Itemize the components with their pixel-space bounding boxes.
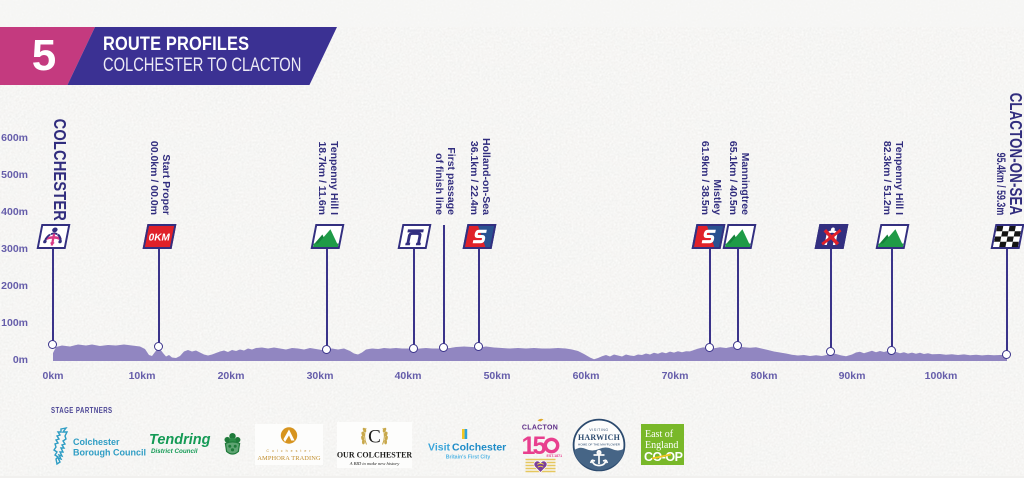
svg-text:HARWICH: HARWICH bbox=[578, 433, 621, 442]
svg-text:East of: East of bbox=[645, 429, 674, 440]
svg-text:HOME OF THE MAYFLOWER: HOME OF THE MAYFLOWER bbox=[578, 443, 621, 447]
svg-text:Britain's First City: Britain's First City bbox=[446, 455, 491, 461]
svg-text:C: C bbox=[368, 427, 381, 448]
svg-text:VISITING: VISITING bbox=[589, 428, 608, 432]
svg-text:AMPHORA TRADING: AMPHORA TRADING bbox=[257, 455, 321, 462]
svg-text:A BID to make new history: A BID to make new history bbox=[349, 461, 401, 466]
svg-text:Colchester: Colchester bbox=[452, 442, 506, 454]
svg-text:5: 5 bbox=[533, 432, 547, 460]
svg-text:Borough Council: Borough Council bbox=[73, 448, 146, 458]
svg-text:OUR COLCHESTER: OUR COLCHESTER bbox=[337, 451, 412, 460]
svg-text:District Council: District Council bbox=[151, 448, 198, 455]
svg-text:Tendring: Tendring bbox=[149, 432, 211, 448]
svg-text:EST.1871: EST.1871 bbox=[547, 454, 563, 458]
svg-text:CLACTON: CLACTON bbox=[522, 425, 558, 432]
svg-text:England: England bbox=[645, 440, 678, 451]
svg-text:Colchester: Colchester bbox=[73, 437, 120, 447]
svg-text:1: 1 bbox=[522, 432, 536, 460]
svg-text:0KM: 0KM bbox=[147, 232, 170, 243]
svg-text:C o l c h e s t e r: C o l c h e s t e r bbox=[266, 449, 311, 453]
svg-text:CO-OP: CO-OP bbox=[644, 450, 683, 464]
svg-text:Visit: Visit bbox=[428, 442, 450, 454]
